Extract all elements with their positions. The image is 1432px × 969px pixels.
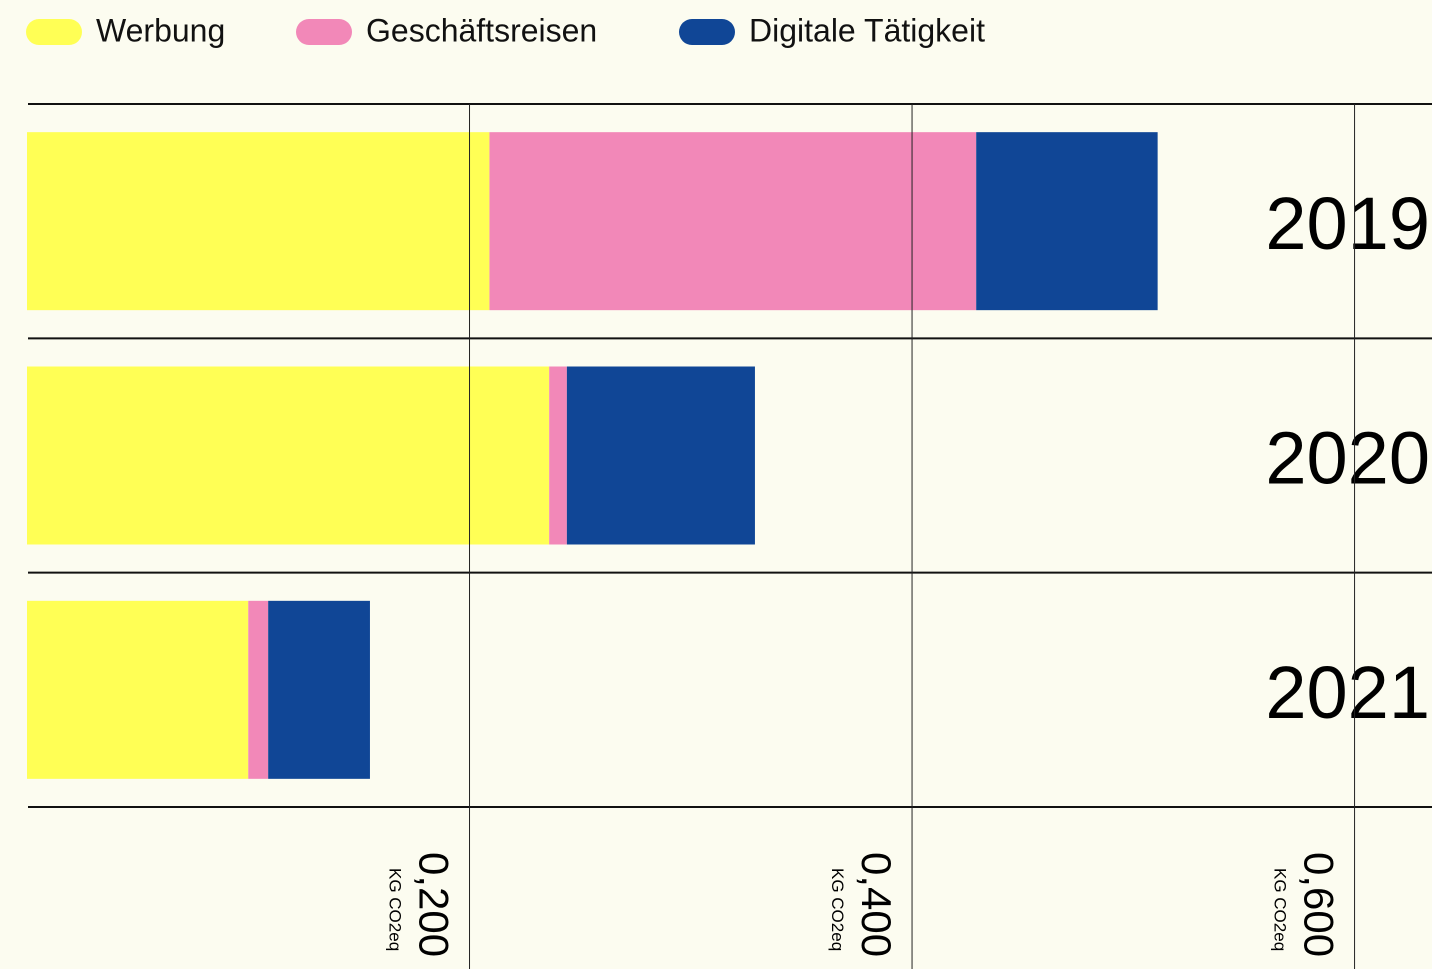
legend-label: Digitale Tätigkeit [749, 12, 985, 48]
category-label: 2020 [1265, 417, 1430, 500]
legend-swatch [26, 19, 82, 45]
x-tick-label: 0,400 [853, 852, 900, 957]
bar-segment [489, 132, 977, 311]
category-label: 2021 [1265, 651, 1430, 734]
legend-swatch [679, 19, 735, 45]
x-unit-label: KG CO2eq [386, 868, 405, 951]
legend-label: Werbung [96, 12, 225, 48]
x-unit-label: KG CO2eq [828, 868, 847, 951]
bar-segment [566, 366, 755, 545]
x-tick-label: 0,600 [1296, 852, 1343, 957]
legend-label: Geschäftsreisen [366, 12, 597, 48]
bar-segment [976, 132, 1158, 311]
bar-segment [27, 600, 249, 779]
bar-segment [248, 600, 269, 779]
x-unit-label: KG CO2eq [1271, 868, 1290, 951]
x-tick-label: 0,200 [411, 852, 458, 957]
bar-segment [268, 600, 370, 779]
bar-segment [549, 366, 567, 545]
bar-segment [27, 132, 490, 311]
bar-segment [27, 366, 550, 545]
legend-swatch [296, 19, 352, 45]
category-label: 2019 [1265, 182, 1430, 265]
